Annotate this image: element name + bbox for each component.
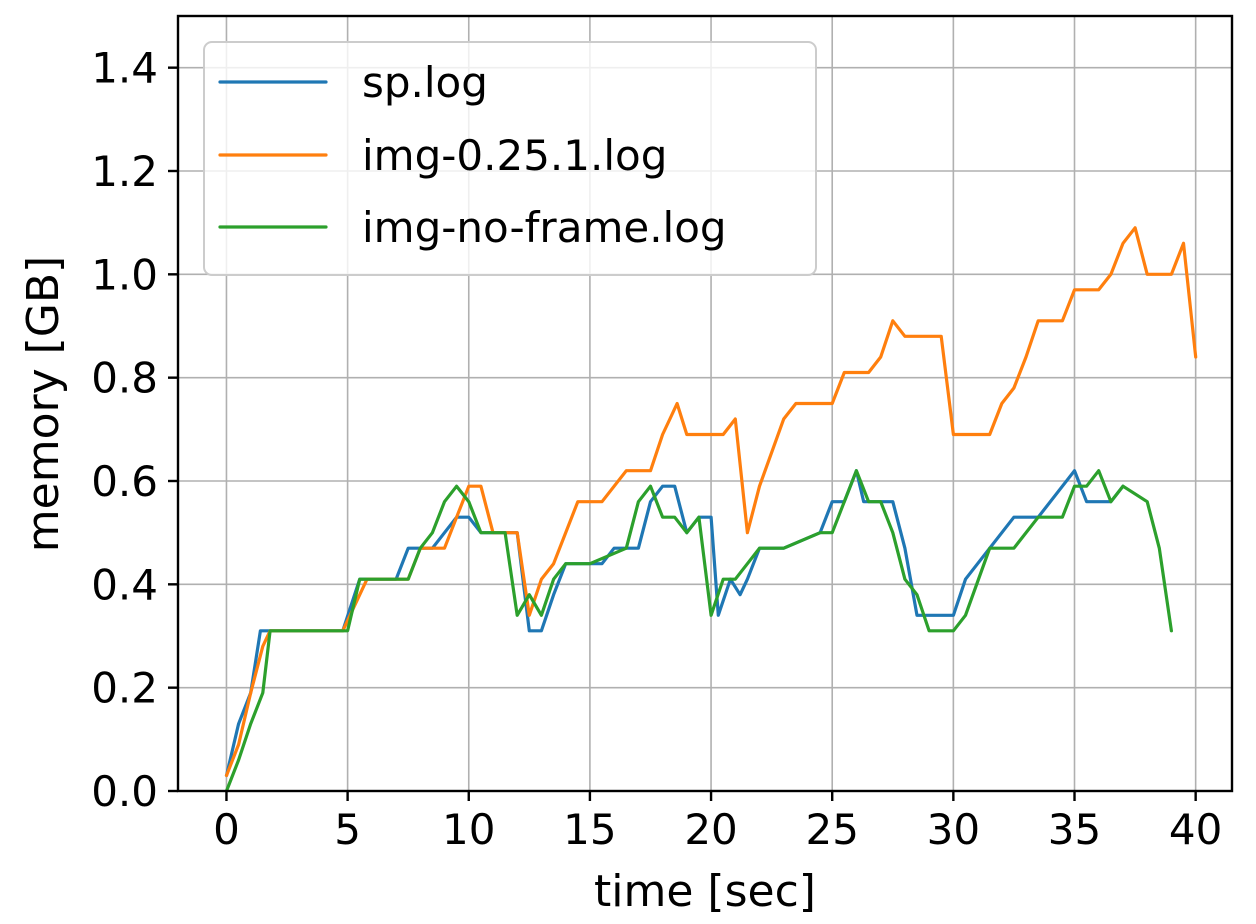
x-tick-label: 35 bbox=[1048, 805, 1101, 854]
x-tick-label: 0 bbox=[213, 805, 240, 854]
y-tick-label: 0.8 bbox=[91, 354, 158, 403]
y-tick-label: 0.6 bbox=[91, 457, 158, 506]
plot-frame bbox=[176, 14, 1234, 793]
y-axis-label: memory [GB] bbox=[18, 256, 69, 552]
series-line-img-no-frame-log bbox=[224, 469, 1174, 793]
x-tick-label: 15 bbox=[563, 805, 616, 854]
legend-label-sp-log: sp.log bbox=[362, 58, 488, 107]
x-tick-label: 20 bbox=[684, 805, 737, 854]
x-tick-label: 10 bbox=[442, 805, 495, 854]
y-tick-label: 1.0 bbox=[91, 250, 158, 299]
legend-box bbox=[203, 41, 817, 276]
x-tick-label: 5 bbox=[334, 805, 361, 854]
legend: sp.log img-0.25.1.log img-no-frame.log bbox=[203, 41, 817, 276]
x-tick-label: 30 bbox=[927, 805, 980, 854]
series-line-img-0-25-1-log bbox=[224, 226, 1198, 778]
x-axis-label: time [sec] bbox=[594, 866, 816, 917]
y-tick-label: 0.4 bbox=[91, 560, 158, 609]
x-tick-label: 40 bbox=[1169, 805, 1222, 854]
series-layer bbox=[224, 226, 1198, 793]
y-tick-label: 0.2 bbox=[91, 664, 158, 713]
legend-label-img-0-25-1-log: img-0.25.1.log bbox=[362, 131, 667, 180]
axis-ticks: 0 5 10 15 20 25 30 35 40 0.0 0.2 0.4 0.6 0.8 1.0 1.2 1.4 bbox=[91, 44, 1222, 854]
y-tick-label: 1.4 bbox=[91, 44, 158, 93]
legend-label-img-no-frame-log: img-no-frame.log bbox=[362, 203, 727, 252]
y-tick-label: 0.0 bbox=[91, 767, 158, 816]
y-tick-label: 1.2 bbox=[91, 147, 158, 196]
x-tick-label: 25 bbox=[805, 805, 858, 854]
